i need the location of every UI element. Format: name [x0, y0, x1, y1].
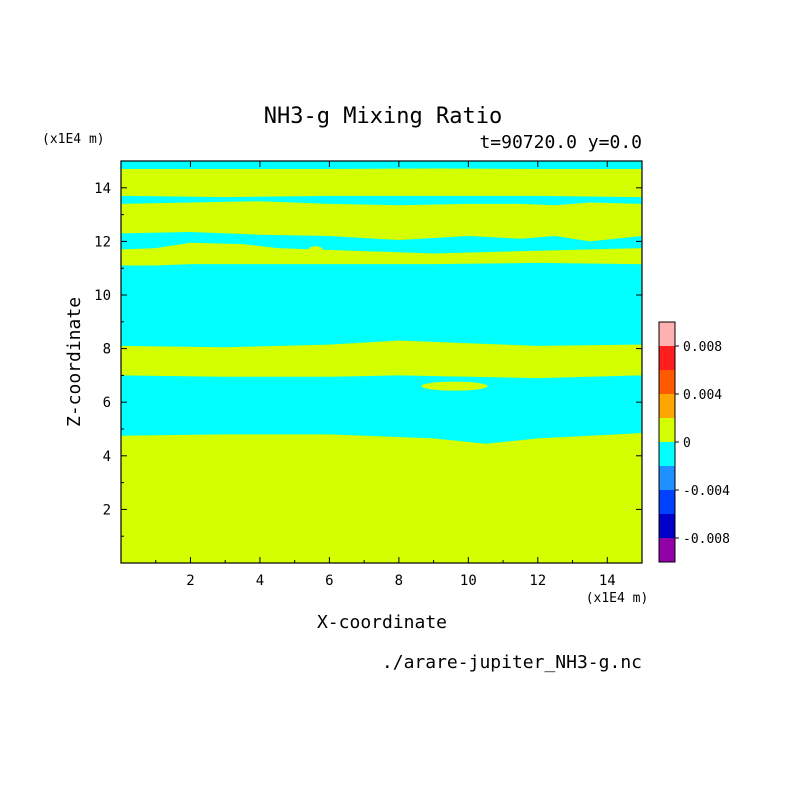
positive-band-2 — [121, 340, 642, 379]
axis-ticks: 2 4 6 8 10 12 14 2 4 6 8 10 12 14 — [94, 161, 642, 589]
colorbar: 0.008 0.004 0 -0.004 -0.008 — [658, 321, 730, 563]
x-tick-label: 12 — [529, 573, 546, 589]
contour-bands — [121, 168, 642, 563]
y-tick-label: 14 — [94, 181, 111, 197]
x-tick-label: 10 — [460, 573, 477, 589]
positive-spot-2 — [308, 246, 323, 253]
positive-band-3 — [121, 242, 642, 266]
y-tick-label: 2 — [103, 502, 111, 518]
y-tick-label: 10 — [94, 288, 111, 304]
chart-title: NH3-g Mixing Ratio — [264, 104, 502, 129]
colorbar-segment — [659, 370, 675, 394]
colorbar-segment — [659, 418, 675, 442]
colorbar-segment — [659, 514, 675, 538]
y-tick-label: 12 — [94, 234, 111, 250]
colorbar-tick-label: 0.008 — [683, 340, 722, 355]
positive-band-5 — [121, 168, 642, 198]
x-tick-label: 6 — [325, 573, 333, 589]
x-axis-label: X-coordinate — [317, 612, 447, 633]
colorbar-tick-label: 0.004 — [683, 388, 722, 403]
colorbar-segment — [659, 322, 675, 346]
positive-band-1 — [121, 433, 642, 563]
colorbar-segment — [659, 490, 675, 514]
plot-area: 2 4 6 8 10 12 14 2 4 6 8 10 12 14 — [94, 160, 643, 589]
colorbar-segment — [659, 346, 675, 370]
x-tick-label: 4 — [256, 573, 264, 589]
colorbar-tick-label: 0 — [683, 436, 691, 451]
colorbar-segment — [659, 442, 675, 466]
positive-band-4 — [121, 201, 642, 242]
colorbar-tick-label: -0.004 — [683, 484, 730, 499]
y-unit-label: (x1E4 m) — [42, 132, 105, 147]
chart-subtitle: t=90720.0 y=0.0 — [479, 132, 642, 153]
y-tick-label: 8 — [103, 342, 111, 358]
x-tick-label: 14 — [599, 573, 616, 589]
colorbar-segment — [659, 538, 675, 562]
x-unit-label: (x1E4 m) — [586, 591, 649, 606]
colorbar-tick-label: -0.008 — [683, 532, 730, 547]
plot-frame — [120, 160, 643, 564]
colorbar-segment — [659, 394, 675, 418]
x-tick-label: 8 — [395, 573, 403, 589]
y-tick-label: 4 — [103, 449, 111, 465]
positive-spot-1 — [421, 381, 488, 391]
y-tick-label: 6 — [103, 395, 111, 411]
y-axis-label: Z-coordinate — [64, 297, 85, 427]
file-name-label: ./arare-jupiter_NH3-g.nc — [382, 652, 642, 673]
x-tick-label: 2 — [186, 573, 194, 589]
colorbar-segment — [659, 466, 675, 490]
